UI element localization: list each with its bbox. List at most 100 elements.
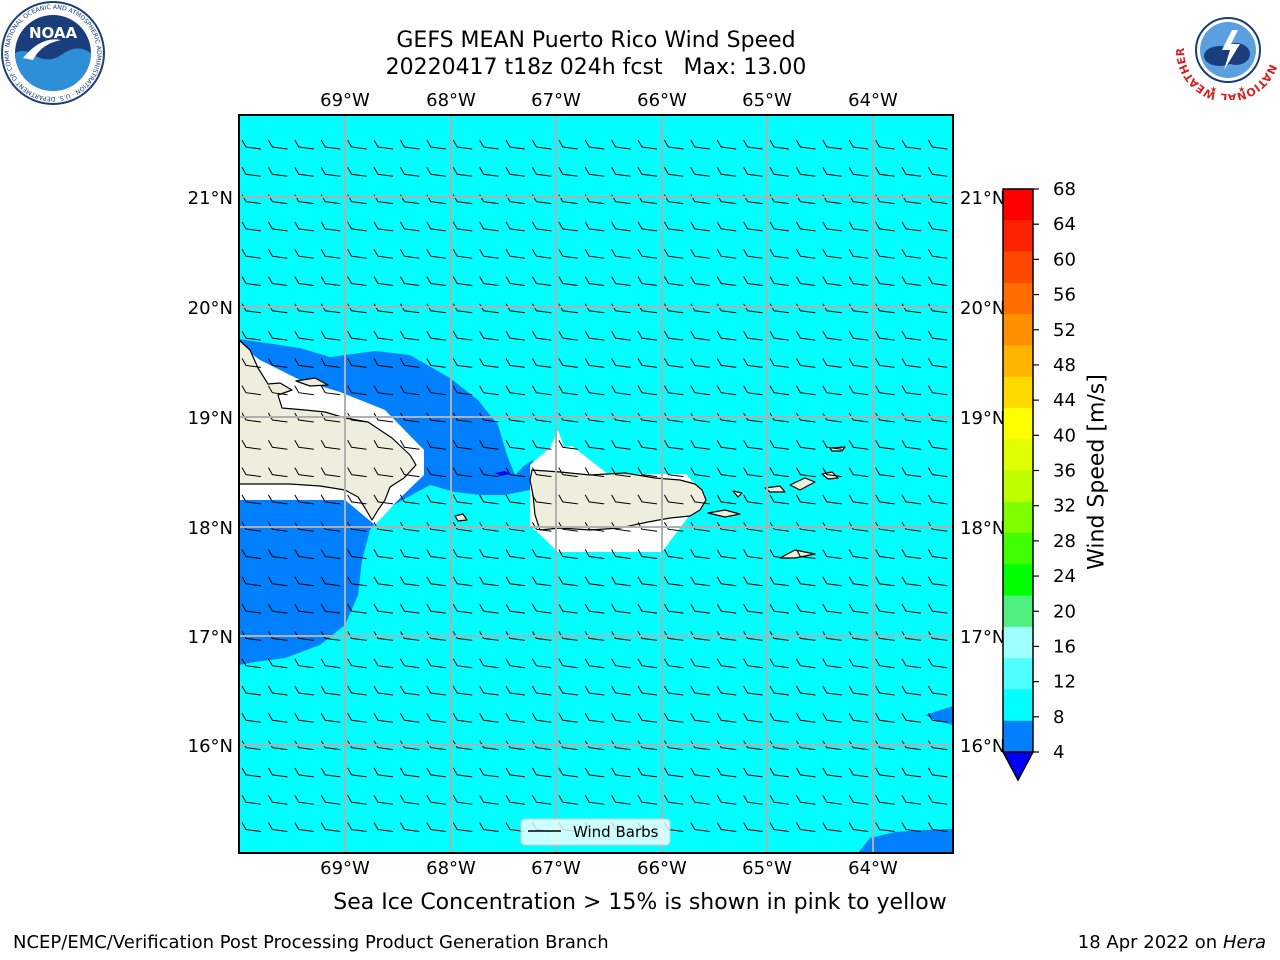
wind-barb	[743, 221, 763, 232]
wind-barb	[848, 248, 869, 259]
wind-barb	[822, 248, 842, 259]
wind-barb	[743, 440, 763, 450]
wind-barb	[531, 521, 552, 532]
wind-barb	[426, 440, 446, 450]
lat-tick-label-right: 21°N	[960, 188, 1005, 209]
wind-barb	[901, 440, 922, 450]
wind-barb	[875, 521, 895, 532]
wind-barb	[479, 248, 499, 259]
wind-barb	[241, 658, 262, 669]
wind-barb	[531, 685, 552, 696]
wind-barb	[399, 330, 420, 341]
wind-barb	[690, 494, 710, 505]
wind-barb	[294, 467, 314, 478]
wind-barb	[663, 740, 684, 751]
wind-barb	[241, 221, 262, 232]
wind-barb	[320, 385, 341, 396]
wind-barb	[505, 631, 526, 641]
wind-barb	[267, 740, 288, 751]
wind-barb	[531, 658, 552, 669]
wind-barb	[637, 221, 658, 232]
wind-barb	[716, 576, 737, 587]
wind-barb	[769, 248, 790, 259]
wind-barb	[505, 221, 526, 232]
wind-barb	[505, 740, 526, 751]
lon-tick-label-bottom: 68°W	[426, 858, 476, 879]
hispaniola-land	[238, 339, 417, 521]
wind-barb	[426, 385, 446, 396]
wind-barb	[399, 385, 420, 396]
wind-barb	[822, 276, 842, 286]
wind-barb	[267, 658, 288, 669]
wind-barb	[452, 440, 473, 450]
wind-barb	[294, 794, 314, 805]
wind-barb	[795, 822, 816, 832]
wind-barb	[611, 767, 631, 778]
wind-barb	[531, 576, 552, 587]
wind-barb	[901, 358, 922, 368]
lon-tick-label-top: 67°W	[531, 90, 581, 111]
wind-barb	[822, 221, 842, 232]
wind-barb	[320, 358, 341, 368]
wind-barb	[320, 549, 341, 559]
colorbar-segment	[1003, 564, 1033, 597]
wind-barb	[267, 603, 288, 614]
wind-barb	[690, 767, 710, 778]
wind-barb	[927, 658, 948, 669]
wind-barb	[479, 521, 499, 532]
lon-tick-label-bottom: 64°W	[848, 858, 898, 879]
wind-barb	[320, 822, 341, 832]
wind-barb	[452, 631, 473, 641]
svg-text:★: ★	[1238, 85, 1245, 94]
wind-barb	[479, 713, 499, 723]
wind-barb	[347, 412, 367, 423]
wind-barb	[690, 221, 710, 232]
colorbar-tick-label: 44	[1053, 390, 1076, 411]
wind-barb	[901, 549, 922, 559]
colorbar-tick-label: 52	[1053, 320, 1076, 341]
wind-barb	[743, 521, 763, 532]
wind-barb	[505, 358, 526, 368]
legend: Wind Barbs	[520, 818, 671, 846]
wind-barb	[399, 576, 420, 587]
wind-barb	[426, 167, 446, 177]
wind-barb	[611, 248, 631, 259]
wind-barb	[848, 576, 869, 587]
wind-barb	[611, 521, 631, 532]
wind-barb	[875, 794, 895, 805]
wind-barb	[901, 658, 922, 669]
wind-barb	[558, 248, 578, 259]
colorbar-segment	[1003, 533, 1033, 565]
wind-barb	[875, 549, 895, 559]
wind-barb	[267, 822, 288, 832]
wind-barb	[479, 685, 499, 696]
wind-barb	[426, 139, 446, 150]
wind-barb	[637, 248, 658, 259]
wind-barb	[901, 385, 922, 396]
wind-barb	[611, 276, 631, 286]
wind-barb	[505, 467, 526, 478]
wind-barb	[294, 358, 314, 368]
wind-barb	[399, 440, 420, 450]
wind-barb	[241, 494, 262, 505]
wind-barb	[769, 440, 790, 450]
wind-barb	[743, 603, 763, 614]
wind-barb	[267, 713, 288, 723]
colorbar-segment	[1003, 689, 1033, 722]
wind-barb	[716, 740, 737, 751]
wind-barb	[769, 276, 790, 286]
wind-barb	[241, 740, 262, 751]
wind-barb	[716, 412, 737, 423]
wind-barb	[426, 358, 446, 368]
wind-barb	[716, 521, 737, 532]
wind-barb	[294, 713, 314, 723]
wind-barb	[452, 167, 473, 177]
wind-barb	[743, 248, 763, 259]
wind-barb	[743, 494, 763, 505]
wind-barb	[479, 467, 499, 478]
wind-barb	[690, 330, 710, 341]
wind-barb	[294, 822, 314, 832]
wind-barb	[611, 713, 631, 723]
wind-barb	[848, 276, 869, 286]
wind-barb	[690, 658, 710, 669]
